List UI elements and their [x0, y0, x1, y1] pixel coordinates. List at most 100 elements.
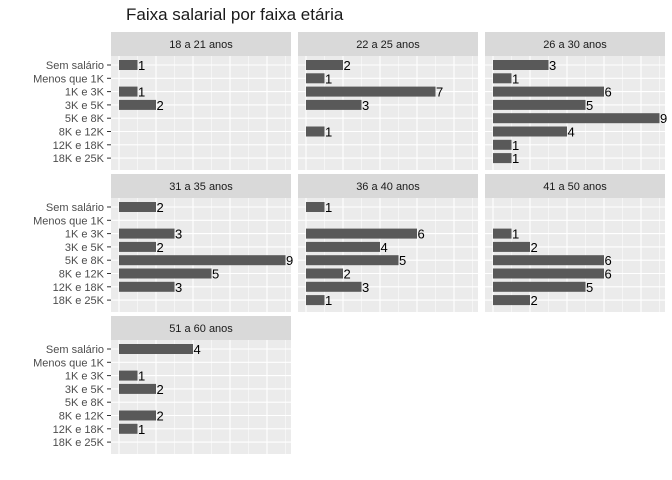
facet-panel: 36 a 40 anos 1 6 45 23 1	[298, 174, 478, 312]
bar	[119, 410, 156, 421]
category-tick-label: 1K e 3K	[65, 371, 105, 383]
bar-value-label: 3	[362, 98, 369, 113]
bar-value-label: 9	[286, 253, 293, 268]
bar-value-label: 6	[605, 253, 612, 268]
facet-strip	[111, 316, 291, 340]
bar	[119, 383, 156, 394]
bar	[119, 344, 193, 354]
facet-strip-label: 18 a 21 anos	[169, 39, 233, 51]
category-tick-label: 18K e 25K	[53, 295, 105, 307]
category-tick-label: Menos que 1K	[33, 215, 105, 227]
bar	[306, 295, 325, 306]
bar	[306, 255, 399, 266]
bar	[306, 241, 380, 252]
bar-value-label: 1	[512, 227, 519, 242]
bar-value-label: 3	[175, 227, 182, 242]
panel-background	[111, 56, 291, 170]
bar-value-label: 2	[157, 409, 164, 424]
bar	[119, 370, 138, 381]
bar	[119, 255, 286, 266]
bar	[306, 268, 343, 279]
bar	[119, 228, 175, 239]
bar-value-label: 1	[325, 71, 332, 86]
bar-value-label: 4	[568, 125, 575, 140]
bar	[119, 99, 156, 110]
category-tick-label: 3K e 5K	[65, 384, 105, 396]
bar-value-label: 4	[381, 240, 388, 255]
bar	[493, 113, 660, 124]
bar-value-label: 2	[531, 240, 538, 255]
facet-strip	[485, 32, 665, 56]
bar	[306, 99, 362, 110]
bar	[493, 126, 567, 137]
facet-strip-label: 41 a 50 anos	[543, 181, 607, 193]
bar-value-label: 5	[586, 280, 593, 295]
bar	[306, 281, 362, 292]
category-tick-label: 12K e 18K	[53, 140, 105, 152]
bar	[119, 268, 212, 279]
facet-strip	[111, 174, 291, 198]
bar-value-label: 6	[605, 267, 612, 282]
category-tick-label: 8K e 12K	[59, 269, 105, 281]
facet-strip-label: 26 a 30 anos	[543, 39, 607, 51]
category-tick-label: 1K e 3K	[65, 229, 105, 241]
bar	[306, 228, 417, 239]
bar	[119, 86, 138, 97]
category-tick-label: 3K e 5K	[65, 100, 105, 112]
bar	[119, 202, 156, 212]
bar-value-label: 2	[157, 200, 164, 215]
bar-value-label: 1	[325, 200, 332, 215]
bar-value-label: 5	[399, 253, 406, 268]
bar	[493, 86, 604, 97]
bar-value-label: 1	[138, 58, 145, 73]
chart-title: Faixa salarial por faixa etária	[126, 5, 344, 24]
bar-value-label: 2	[344, 267, 351, 282]
panel-background	[111, 340, 291, 454]
facet-strip	[298, 174, 478, 198]
bar-value-label: 6	[418, 227, 425, 242]
bar-value-label: 2	[157, 98, 164, 113]
bar	[493, 228, 512, 239]
category-tick-label: 5K e 8K	[65, 113, 105, 125]
category-tick-label: 12K e 18K	[53, 424, 105, 436]
panel-background	[485, 56, 665, 170]
category-tick-label: 18K e 25K	[53, 153, 105, 165]
bar	[306, 202, 325, 212]
facet-strip	[485, 174, 665, 198]
bar	[493, 139, 512, 150]
bar	[306, 126, 325, 137]
category-tick-label: 8K e 12K	[59, 411, 105, 423]
bar-value-label: 3	[175, 280, 182, 295]
category-tick-label: 5K e 8K	[65, 397, 105, 409]
bar-value-label: 1	[138, 85, 145, 100]
category-tick-label: Sem salário	[46, 60, 104, 72]
facet-strip-label: 36 a 40 anos	[356, 181, 420, 193]
bar	[493, 241, 530, 252]
category-tick-label: 5K e 8K	[65, 255, 105, 267]
bar-value-label: 3	[362, 280, 369, 295]
panel-background	[298, 198, 478, 312]
facet-strip-label: 22 a 25 anos	[356, 39, 420, 51]
bar-value-label: 1	[512, 151, 519, 166]
bar-value-label: 1	[512, 138, 519, 153]
bar-value-label: 1	[512, 71, 519, 86]
bar	[493, 73, 512, 84]
facet-strip	[111, 32, 291, 56]
category-tick-label: 3K e 5K	[65, 242, 105, 254]
category-tick-label: 8K e 12K	[59, 127, 105, 139]
category-tick-label: 12K e 18K	[53, 282, 105, 294]
facet-strip	[298, 32, 478, 56]
bar	[493, 99, 586, 110]
panel-background	[485, 198, 665, 312]
bar-value-label: 7	[436, 85, 443, 100]
bar-value-label: 1	[138, 422, 145, 437]
bar	[306, 73, 325, 84]
bar-value-label: 2	[157, 240, 164, 255]
category-tick-label: 1K e 3K	[65, 87, 105, 99]
